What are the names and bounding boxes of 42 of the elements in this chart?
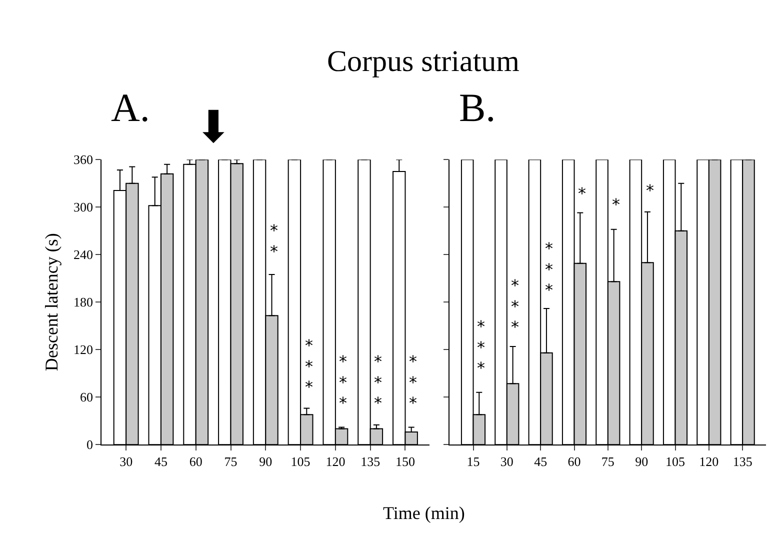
annotation: *: [646, 181, 654, 200]
x-tick-label: 135: [360, 454, 380, 470]
x-tick-label: 45: [154, 454, 168, 470]
text: ⬇: [195, 102, 232, 153]
x-tick-label: 105: [290, 454, 310, 470]
text: B.: [459, 85, 496, 130]
x-tick-label: 60: [189, 454, 202, 470]
x-tick-label: 75: [601, 454, 614, 470]
x-tick-label: 135: [732, 454, 752, 470]
y-axis-title: Descent latency (s): [42, 233, 62, 372]
annotation: ***: [477, 317, 485, 378]
y-tick-label: 120: [74, 342, 94, 358]
y-tick-label: 60: [80, 390, 94, 405]
x-tick-label: 120: [326, 454, 346, 470]
x-tick-label: 90: [259, 454, 272, 470]
annotation: ***: [545, 239, 553, 300]
x-tick-label: 105: [666, 454, 685, 470]
chart-title: Corpus striatum: [327, 45, 520, 78]
x-tick-label: 30: [120, 454, 133, 470]
annotation: ***: [339, 352, 347, 413]
annotation: ***: [305, 336, 313, 397]
x-tick-label: 15: [466, 454, 480, 470]
x-tick-label: 30: [500, 454, 514, 470]
y-tick-label: 240: [74, 247, 94, 262]
annotation: ***: [374, 352, 382, 413]
x-axis-title: Time (min): [383, 503, 465, 523]
annotation: ***: [511, 276, 519, 337]
y-tick-label: 300: [74, 200, 94, 215]
annotation: ***: [409, 352, 417, 413]
annotation: *: [612, 195, 620, 214]
x-tick-label: 45: [534, 454, 548, 470]
x-tick-label: 75: [224, 454, 238, 470]
y-tick-label: 0: [86, 437, 94, 452]
x-tick-label: 120: [699, 454, 719, 470]
annotation: *: [578, 184, 586, 203]
y-tick-label: 180: [74, 294, 94, 310]
x-tick-label: 60: [568, 454, 581, 470]
text: A.: [111, 85, 150, 130]
y-tick-label: 360: [74, 152, 94, 168]
annotation: **: [270, 221, 278, 261]
x-tick-label: 150: [395, 454, 415, 470]
x-tick-label: 90: [635, 454, 648, 470]
